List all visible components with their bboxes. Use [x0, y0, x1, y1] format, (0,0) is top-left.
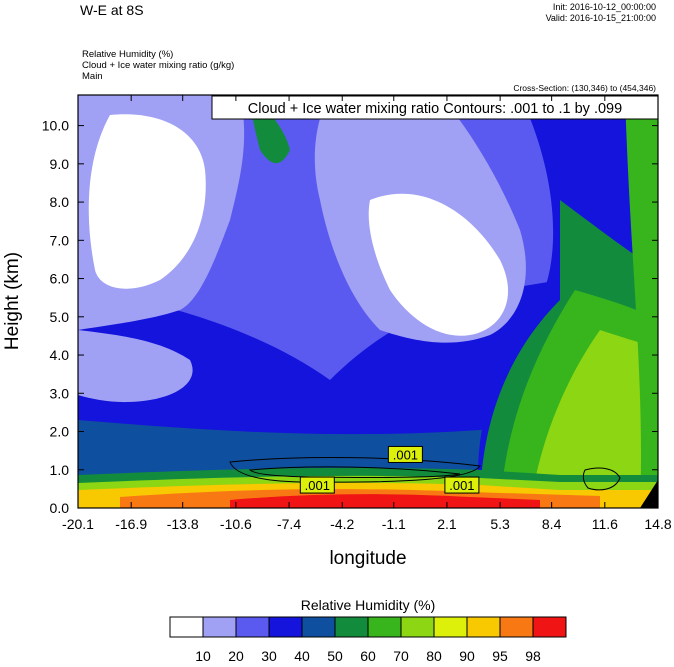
y-axis: 0.0 1.0 2.0 3.0 4.0 5.0 6.0 7.0 8.0 9.0 10.0 [42, 118, 658, 516]
x-tick-label: -4.2 [330, 516, 354, 532]
y-tick-label: 6.0 [50, 271, 70, 287]
colorbar-swatch [532, 616, 567, 638]
colorbar-level-label: 40 [294, 648, 310, 664]
contour-label: .001 [305, 478, 330, 493]
y-tick-label: 0.0 [50, 500, 70, 516]
y-tick-label: 9.0 [50, 156, 70, 172]
cloud-contours [229, 456, 621, 491]
x-tick-label: 8.4 [542, 516, 562, 532]
init-time: Init: 2016-10-12_00:00:00 [552, 2, 656, 12]
contour-label-box [387, 445, 423, 463]
y-tick-label: 8.0 [50, 194, 70, 210]
y-tick-label: 2.0 [50, 424, 70, 440]
x-axis: -20.1 -16.9 -13.8 -10.6 -7.4 -4.2 -1.1 2.1 5.3 8.… [62, 95, 672, 532]
valid-time: Valid: 2016-10-15_21:00:00 [545, 13, 656, 23]
colorbar-swatch [400, 616, 435, 638]
x-tick-label: 14.8 [644, 516, 671, 532]
rh-fill-field [78, 95, 658, 508]
x-tick-label: 5.3 [490, 516, 510, 532]
x-tick-label: -13.8 [167, 516, 199, 532]
colorbar-level-label: 60 [360, 648, 376, 664]
contour-label: .001 [449, 478, 474, 493]
x-tick-label: 2.1 [437, 516, 457, 532]
colorbar-level-label: 50 [327, 648, 343, 664]
x-tick-label: -7.4 [277, 516, 301, 532]
y-tick-label: 1.0 [50, 462, 70, 478]
colorbar-level-label: 70 [393, 648, 409, 664]
contour-title-box: Cloud + Ice water mixing ratio Contours:… [211, 95, 659, 120]
colorbar-swatch [466, 616, 501, 638]
contour-title: Cloud + Ice water mixing ratio Contours:… [248, 101, 622, 117]
colorbar-level-label: 10 [195, 648, 211, 664]
colorbar-swatch [367, 616, 402, 638]
colorbar-level-label: 20 [228, 648, 244, 664]
plot-title: W-E at 8S [80, 2, 144, 18]
colorbar-swatch [433, 616, 468, 638]
y-tick-label: 7.0 [50, 232, 70, 248]
contour-label: .001 [393, 447, 418, 462]
field-line-rh: Relative Humidity (%) [82, 49, 174, 60]
y-tick-label: 10.0 [42, 118, 69, 134]
colorbar-level-label: 98 [525, 648, 541, 664]
contour-label-box [299, 476, 335, 494]
field-line-main: Main [82, 71, 103, 82]
y-tick-label: 4.0 [50, 347, 70, 363]
colorbar-level-label: 80 [426, 648, 442, 664]
x-tick-label: -20.1 [62, 516, 94, 532]
colorbar-level-label: 90 [459, 648, 475, 664]
x-tick-label: -1.1 [382, 516, 406, 532]
colorbar-swatch [235, 616, 270, 638]
plot-frame [77, 94, 659, 509]
contour-label-box [444, 476, 480, 494]
x-tick-label: -10.6 [220, 516, 252, 532]
x-tick-label: 11.6 [592, 516, 618, 532]
x-tick-label: -16.9 [115, 516, 147, 532]
cross-section-label: Cross-Section: (130,346) to (454,346) [513, 83, 656, 93]
colorbar-swatch [169, 616, 204, 638]
colorbar-swatch [334, 616, 369, 638]
colorbar-level-label: 30 [261, 648, 277, 664]
y-tick-label: 3.0 [50, 385, 70, 401]
colorbar-title: Relative Humidity (%) [301, 597, 436, 613]
colorbar-swatch [202, 616, 237, 638]
contour-labels: .001 .001 .001 [299, 445, 480, 494]
y-axis-label: Height (km) [2, 252, 23, 350]
field-line-cloud: Cloud + Ice water mixing ratio (g/kg) [82, 60, 235, 71]
colorbar-swatch [301, 616, 336, 638]
x-axis-label: longitude [329, 548, 406, 569]
colorbar-level-label: 95 [492, 648, 508, 664]
y-tick-label: 5.0 [50, 309, 70, 325]
colorbar-swatch [268, 616, 303, 638]
colorbar: 10 20 30 40 50 60 70 80 90 95 98 [169, 616, 567, 664]
colorbar-swatch [499, 616, 534, 638]
